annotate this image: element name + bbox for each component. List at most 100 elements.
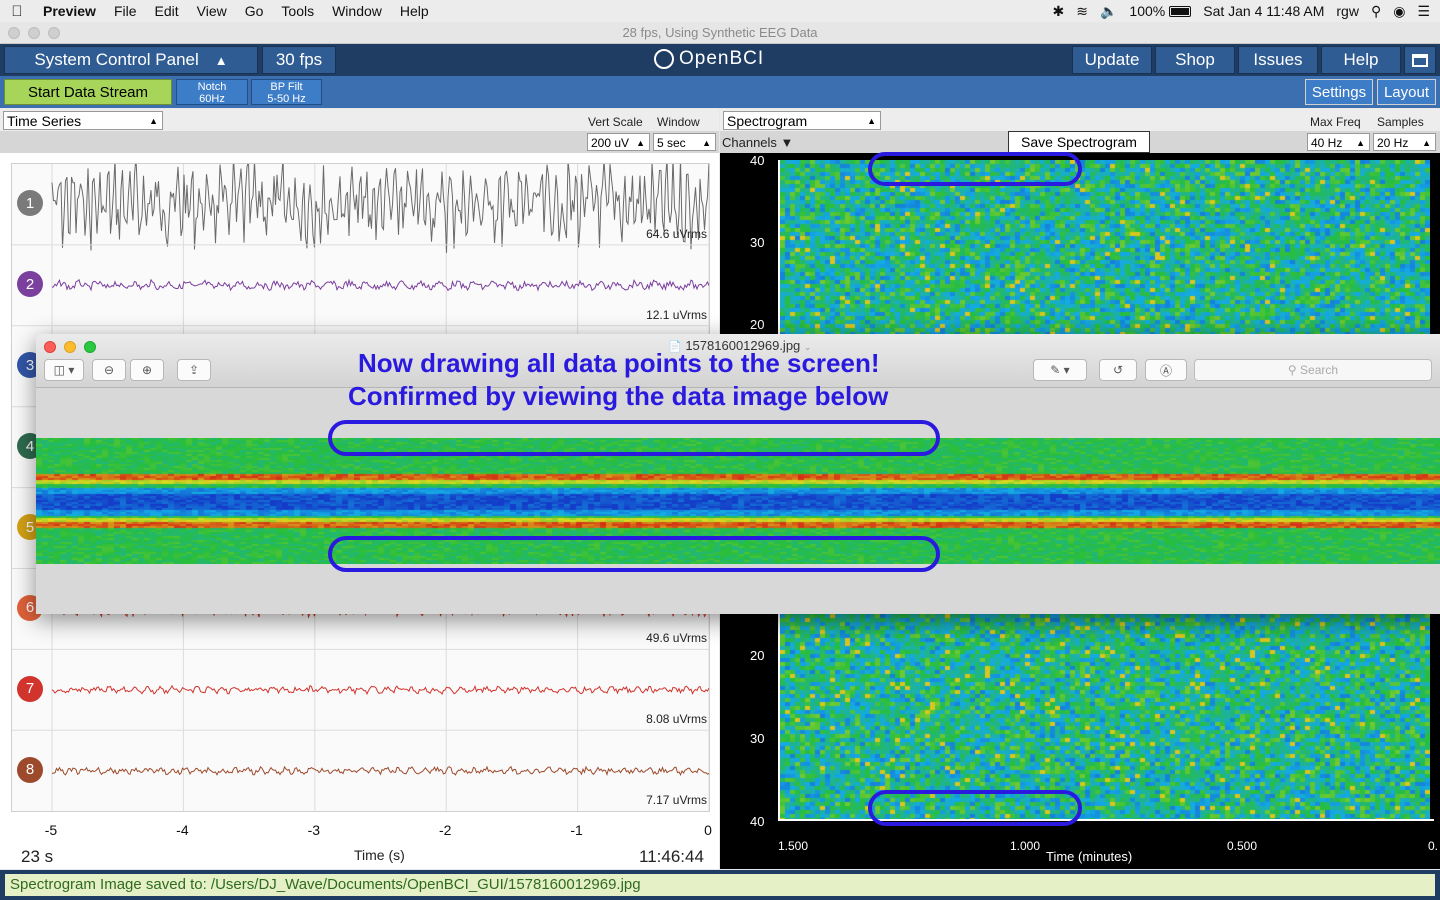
menu-go[interactable]: Go <box>244 3 264 19</box>
share-icon[interactable]: ⇪ <box>177 359 211 381</box>
max-freq-dropdown[interactable]: 40 Hz ▲ <box>1307 133 1370 151</box>
channel-8-rms: 7.17 uVrms <box>646 793 707 808</box>
dropdown-arrow-icon: ▲ <box>867 116 876 126</box>
spectrogram-title: Spectrogram <box>727 113 808 129</box>
menu-tools[interactable]: Tools <box>281 3 315 19</box>
apple-icon[interactable]:  <box>0 3 34 20</box>
zoom-out-icon[interactable]: ⊖ <box>92 359 126 381</box>
spotlight-icon[interactable]: ⚲ <box>1370 2 1382 19</box>
channel-8-button[interactable]: 8 <box>17 756 43 783</box>
timeseries-x-label: Time (s) <box>354 847 405 863</box>
help-button[interactable]: Help <box>1321 46 1401 74</box>
max-freq-value: 40 Hz <box>1311 136 1343 150</box>
clock[interactable]: Sat Jan 4 11:48 AM <box>1203 3 1325 19</box>
window-layout-icon[interactable] <box>1404 46 1436 74</box>
sidebar-toggle-icon[interactable]: ◫ ▾ <box>44 359 84 381</box>
bandpass-filter-label: BP Filt <box>270 81 303 93</box>
user-name[interactable]: rgw <box>1336 3 1359 19</box>
settings-button[interactable]: Settings <box>1305 79 1373 105</box>
preview-window: 📄 1578160012969.jpg ⌄ ◫ ▾ ⊖ ⊕ ⇪ ✎ ▾ ↺ Ⓐ … <box>36 334 1440 614</box>
spectrogram-subheader: Channels ▼ Save Spectrogram 40 Hz ▲ 20 H… <box>720 131 1440 153</box>
preview-zoom-button[interactable] <box>84 341 96 353</box>
menu-help[interactable]: Help <box>399 3 429 19</box>
window-title-bar: 28 fps, Using Synthetic EEG Data <box>0 22 1440 44</box>
triangle-up-icon: ▲ <box>214 52 228 68</box>
timeseries-x-tick: -1 <box>570 822 583 838</box>
chevron-down-icon: ⌄ <box>803 342 812 352</box>
notch-filter-button[interactable]: Notch 60Hz <box>176 79 248 105</box>
preview-file-title[interactable]: 📄 1578160012969.jpg ⌄ <box>668 338 811 353</box>
openbci-logo-text: OpenBCI <box>679 48 765 69</box>
menu-view[interactable]: View <box>196 3 227 19</box>
annotation-line-1: Now drawing all data points to the scree… <box>358 348 880 378</box>
channel-2-button[interactable]: 2 <box>17 271 43 298</box>
spectrogram-x-tick: 1.500 <box>778 839 809 853</box>
menu-edit[interactable]: Edit <box>154 3 179 19</box>
channel-6-rms: 49.6 uVrms <box>646 631 707 646</box>
battery-percent[interactable]: 100% <box>1129 3 1166 19</box>
bandpass-filter-button[interactable]: BP Filt 5-50 Hz <box>251 79 322 105</box>
vert-scale-label: Vert Scale <box>588 115 643 129</box>
channel-1-button[interactable]: 1 <box>17 190 43 217</box>
timeseries-x-tick: -4 <box>176 822 189 838</box>
bluetooth-icon[interactable]: ✱ <box>1052 2 1065 19</box>
dropdown-arrow-icon: ▲ <box>702 138 711 148</box>
timeseries-x-tick: -5 <box>44 822 58 838</box>
battery-icon[interactable] <box>1169 5 1192 17</box>
fps-selector[interactable]: 30 fps <box>262 46 336 74</box>
close-button[interactable] <box>8 27 20 39</box>
spectrogram-heatmap-bottom[interactable] <box>780 614 1430 820</box>
samples-dropdown[interactable]: 20 Hz ▲ <box>1373 133 1436 151</box>
vert-scale-dropdown[interactable]: 200 uV ▲ <box>587 133 650 151</box>
document-icon: 📄 <box>668 341 682 353</box>
spectrogram-image-preview[interactable] <box>36 438 1440 564</box>
channel-2-trace <box>51 278 710 292</box>
menu-preview[interactable]: Preview <box>43 3 96 19</box>
window-title: 28 fps, Using Synthetic EEG Data <box>622 25 818 40</box>
update-button[interactable]: Update <box>1072 46 1152 74</box>
preview-minimize-button[interactable] <box>64 341 76 353</box>
start-data-stream-button[interactable]: Start Data Stream <box>4 79 172 105</box>
menu-file[interactable]: File <box>113 3 137 19</box>
highlight-oval-upper <box>328 420 940 456</box>
markup-pen-icon[interactable]: ✎ ▾ <box>1033 359 1087 381</box>
spectrogram-y-tick: 40 <box>750 153 765 168</box>
macos-menubar:  Preview File Edit View Go Tools Window… <box>0 0 1440 22</box>
issues-button[interactable]: Issues <box>1238 46 1318 74</box>
minimize-button[interactable] <box>28 27 40 39</box>
system-control-panel-button[interactable]: System Control Panel ▲ <box>4 46 258 74</box>
system-control-panel-label: System Control Panel <box>34 50 199 69</box>
dropdown-arrow-icon: ▲ <box>1422 138 1431 148</box>
layout-button[interactable]: Layout <box>1377 79 1436 105</box>
channel-7-button[interactable]: 7 <box>17 675 43 702</box>
elapsed-time: 23 s <box>21 847 54 866</box>
channel-1-rms: 64.6 uVrms <box>646 226 707 241</box>
status-message: Spectrogram Image saved to: /Users/DJ_Wa… <box>5 874 1435 896</box>
rotate-icon[interactable]: ↺ <box>1099 359 1137 381</box>
timeseries-x-tick: 0 <box>704 822 712 838</box>
zoom-button[interactable] <box>48 27 60 39</box>
preview-close-button[interactable] <box>44 341 56 353</box>
volume-icon[interactable]: 🔈 <box>1099 2 1118 19</box>
spectrogram-widget-selector[interactable]: Spectrogram ▲ <box>723 111 881 130</box>
window-dropdown[interactable]: 5 sec ▲ <box>653 133 716 151</box>
preview-search-field[interactable]: ⚲ Search <box>1194 359 1432 381</box>
spectrogram-heatmap-top[interactable] <box>780 160 1430 342</box>
highlight-oval-top <box>868 152 1082 186</box>
top-nav: System Control Panel ▲ 30 fps OpenBCI Up… <box>0 44 1440 76</box>
preview-search-placeholder: Search <box>1300 363 1339 377</box>
wifi-icon[interactable]: ≋ <box>1076 2 1088 19</box>
channel-1-trace <box>51 156 710 253</box>
channels-dropdown[interactable]: Channels ▼ <box>722 135 794 150</box>
timeseries-widget-selector[interactable]: Time Series ▲ <box>3 111 163 130</box>
zoom-in-icon[interactable]: ⊕ <box>130 359 164 381</box>
siri-icon[interactable]: ◉ <box>1393 2 1406 19</box>
notification-center-icon[interactable]: ☰ <box>1417 2 1430 19</box>
shop-button[interactable]: Shop <box>1155 46 1235 74</box>
spectrogram-y-tick: 20 <box>750 317 765 332</box>
spectrogram-y-tick: 30 <box>750 731 765 746</box>
window-label: Window <box>657 115 700 129</box>
markup-toolbar-icon[interactable]: Ⓐ <box>1145 359 1187 381</box>
menu-window[interactable]: Window <box>332 3 382 19</box>
save-spectrogram-button[interactable]: Save Spectrogram <box>1008 131 1150 153</box>
